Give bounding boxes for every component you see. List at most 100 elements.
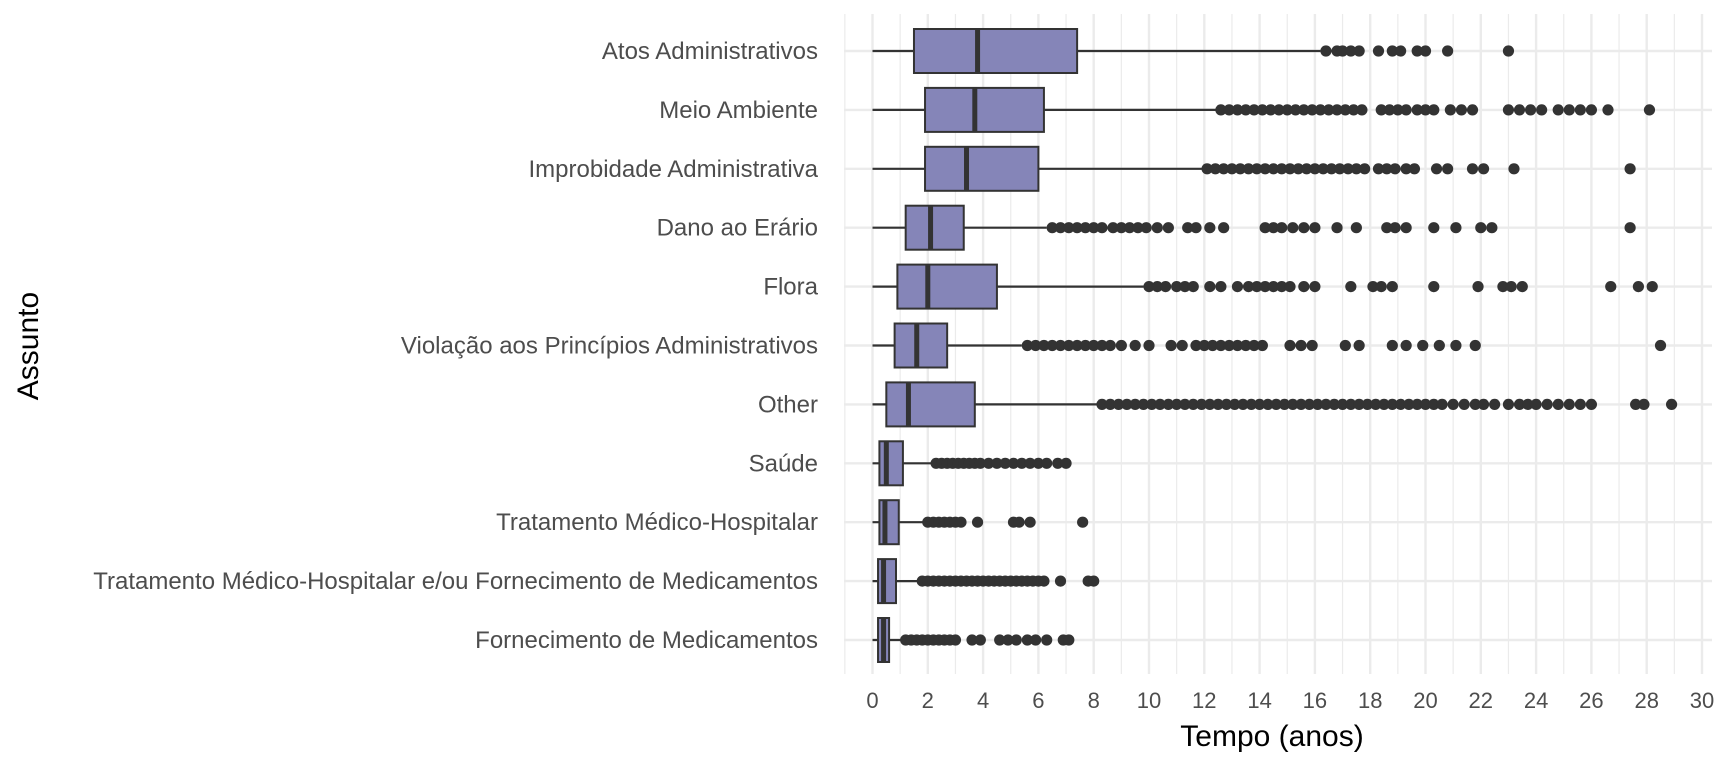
outlier-point (1187, 398, 1199, 410)
outlier-point (1386, 339, 1398, 352)
outlier-point (1372, 163, 1385, 175)
outlier-point (1298, 281, 1310, 293)
outlier-point (1563, 398, 1575, 410)
outlier-point (1063, 339, 1075, 352)
outlier-point (1256, 104, 1268, 116)
outlier-point (1234, 163, 1246, 175)
outlier-point (1077, 516, 1089, 528)
outlier-point (1386, 398, 1398, 410)
box-group (872, 617, 1075, 663)
outlier-point (1513, 398, 1526, 410)
outlier-point (1248, 104, 1260, 116)
outlier-point (1215, 339, 1227, 352)
outlier-point (1248, 339, 1260, 352)
box-group (872, 440, 1072, 487)
outlier-point (1419, 104, 1432, 116)
outlier-point (1251, 163, 1263, 175)
outlier-point (1267, 222, 1280, 234)
outlier-point (1477, 163, 1490, 175)
outlier-point (1486, 222, 1498, 234)
outlier-point (1630, 398, 1642, 410)
outlier-point (1516, 281, 1528, 293)
outlier-point (1469, 398, 1481, 410)
category-label: Other (758, 391, 818, 418)
outlier-point (1381, 163, 1393, 175)
outlier-point (1218, 222, 1230, 234)
outlier-point (1392, 104, 1404, 116)
outlier-point (1375, 104, 1387, 116)
outlier-point (1632, 281, 1645, 293)
outlier-point (1254, 398, 1266, 410)
box-group (872, 86, 1656, 133)
box (896, 263, 998, 310)
outlier-point (1345, 398, 1357, 410)
outlier-point (1063, 222, 1075, 234)
outlier-point (1242, 281, 1255, 293)
outlier-point (1287, 398, 1299, 410)
outlier-point (1411, 45, 1423, 57)
outlier-point (1458, 398, 1470, 410)
outlier-point (1450, 222, 1462, 234)
outlier-point (1444, 104, 1456, 116)
outlier-point (1334, 163, 1346, 175)
outlier-point (1262, 398, 1274, 410)
outlier-point (1400, 104, 1412, 116)
outlier-point (1309, 222, 1321, 234)
x-tick-label: 2 (922, 688, 934, 713)
outlier-point (974, 634, 986, 646)
outlier-point (1472, 281, 1484, 293)
x-tick-label: 4 (977, 688, 989, 713)
outlier-point (1336, 45, 1349, 57)
x-tick-label: 26 (1579, 688, 1603, 713)
outlier-point (1071, 222, 1083, 234)
outlier-point (1428, 104, 1440, 116)
outlier-point (1054, 575, 1067, 587)
outlier-point (1223, 339, 1235, 352)
outlier-point (955, 516, 967, 528)
outlier-point (1381, 222, 1393, 234)
outlier-point (966, 634, 978, 646)
outlier-point (1469, 339, 1481, 352)
category-label: Atos Administrativos (602, 38, 818, 65)
x-tick-label: 20 (1413, 688, 1437, 713)
outlier-point (1605, 281, 1617, 293)
outlier-point (1063, 634, 1075, 646)
outlier-point (1013, 516, 1025, 528)
outlier-point (1336, 398, 1349, 410)
outlier-point (1256, 339, 1268, 352)
outlier-point (1295, 339, 1307, 352)
outlier-point (1419, 398, 1432, 410)
box-group (872, 28, 1515, 74)
outlier-point (1475, 222, 1487, 234)
outlier-point (1038, 575, 1050, 587)
outlier-point (1489, 398, 1501, 410)
outlier-point (1552, 398, 1564, 410)
outlier-point (1342, 163, 1354, 175)
outlier-point (1273, 104, 1285, 116)
category-label: Dano ao Erário (657, 215, 818, 242)
outlier-point (1121, 398, 1133, 410)
outlier-point (1151, 281, 1163, 293)
outlier-point (1115, 339, 1127, 352)
outlier-point (1132, 222, 1144, 234)
outlier-point (1359, 163, 1371, 175)
outlier-point (1428, 398, 1440, 410)
outlier-point (1378, 398, 1390, 410)
x-tick-label: 10 (1137, 688, 1161, 713)
outlier-point (1309, 163, 1321, 175)
outlier-point (1041, 457, 1053, 469)
x-tick-label: 18 (1358, 688, 1382, 713)
outlier-point (1417, 339, 1429, 352)
outlier-point (1353, 398, 1365, 410)
outlier-point (1348, 104, 1360, 116)
outlier-point (1124, 222, 1136, 234)
boxes-layer (872, 28, 1678, 663)
outlier-point (1267, 281, 1280, 293)
category-label: Fornecimento de Medicamentos (475, 627, 818, 654)
outlier-point (1088, 222, 1100, 234)
outlier-point (1306, 339, 1318, 352)
outlier-point (1339, 104, 1351, 116)
outlier-point (999, 457, 1011, 469)
outlier-point (1024, 516, 1036, 528)
